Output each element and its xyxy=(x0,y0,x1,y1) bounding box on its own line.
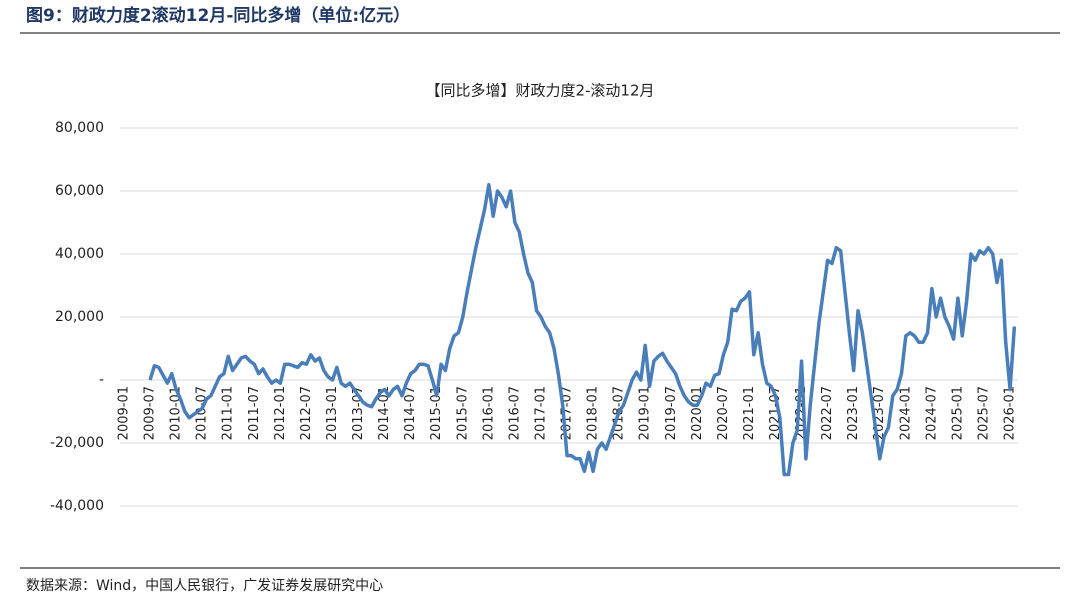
y-tick-label: -40,000 xyxy=(50,498,104,514)
y-tick-label: 20,000 xyxy=(55,309,104,325)
x-tick-label: 2025-07 xyxy=(976,386,991,440)
x-tick-label: 2024-07 xyxy=(924,386,939,440)
x-tick-label: 2015-07 xyxy=(455,386,470,440)
x-tick-label: 2018-01 xyxy=(586,386,601,440)
source-note: 数据来源：Wind，中国人民银行，广发证券发展研究中心 xyxy=(26,578,383,594)
x-tick-label: 2021-01 xyxy=(742,386,757,440)
x-tick-label: 2017-01 xyxy=(533,386,548,440)
x-tick-label: 2013-01 xyxy=(325,386,340,440)
x-tick-label: 2023-01 xyxy=(846,386,861,440)
y-tick-label: -20,000 xyxy=(50,435,104,451)
y-tick-label: 60,000 xyxy=(55,183,104,199)
x-tick-label: 2015-01 xyxy=(429,386,444,440)
figure-title: 图9：财政力度2滚动12月-同比多增（单位:亿元） xyxy=(26,5,410,26)
y-tick-label: - xyxy=(99,372,104,388)
y-tick-label: 40,000 xyxy=(55,246,104,262)
x-tick-label: 2019-07 xyxy=(664,386,679,440)
y-tick-label: 80,000 xyxy=(55,120,104,136)
chart-title: 【同比多增】财政力度2-滚动12月 xyxy=(425,82,654,100)
x-tick-label: 2014-01 xyxy=(377,386,392,440)
x-tick-label: 2014-07 xyxy=(403,386,418,440)
x-tick-label: 2016-01 xyxy=(481,386,496,440)
data-line xyxy=(148,182,1017,477)
x-tick-label: 2009-01 xyxy=(117,386,132,440)
x-tick-label: 2025-01 xyxy=(950,386,965,440)
x-tick-label: 2024-01 xyxy=(898,386,913,440)
x-tick-label: 2022-07 xyxy=(820,386,835,440)
x-tick-label: 2012-01 xyxy=(273,386,288,440)
x-tick-label: 2012-07 xyxy=(299,386,314,440)
x-tick-label: 2011-07 xyxy=(247,386,262,440)
x-tick-label: 2010-01 xyxy=(169,386,184,440)
x-tick-label: 2020-07 xyxy=(716,386,731,440)
x-tick-label: 2009-07 xyxy=(143,386,158,440)
x-tick-label: 2019-01 xyxy=(638,386,653,440)
x-tick-label: 2016-07 xyxy=(507,386,522,440)
x-tick-label: 2011-01 xyxy=(221,386,236,440)
x-tick-label: 2026-01 xyxy=(1003,386,1018,440)
